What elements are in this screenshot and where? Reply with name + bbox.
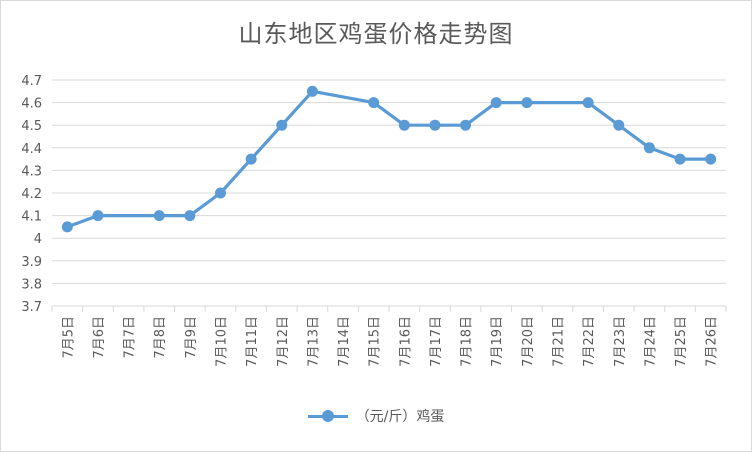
- x-tick-label: 7月11日: [245, 316, 260, 367]
- x-tick-label: 7月18日: [460, 316, 475, 367]
- data-point: [184, 210, 196, 222]
- y-tick-label: 3.7: [21, 300, 42, 315]
- data-point: [306, 85, 318, 97]
- data-point: [368, 97, 380, 109]
- data-point: [429, 119, 441, 131]
- data-point: [92, 210, 104, 222]
- y-tick-label: 4.7: [21, 74, 42, 89]
- y-tick-label: 4.6: [21, 97, 42, 112]
- y-tick-label: 4: [34, 232, 42, 247]
- x-tick-label: 7月19日: [490, 316, 505, 367]
- x-tick-label: 7月21日: [552, 316, 567, 367]
- legend-label: （元/斤）鸡蛋: [355, 409, 445, 425]
- x-tick-label: 7月12日: [276, 316, 291, 367]
- data-point: [705, 153, 717, 165]
- x-tick-label: 7月20日: [521, 316, 536, 367]
- series-line: [66, 89, 711, 229]
- y-tick-label: 3.8: [21, 277, 42, 292]
- x-tick-label: 7月8日: [153, 316, 168, 359]
- data-point: [521, 97, 533, 109]
- x-tick-label: 7月15日: [368, 316, 383, 367]
- legend-swatch: [307, 409, 348, 423]
- data-point: [643, 142, 655, 154]
- x-tick-label: 7月23日: [613, 316, 628, 367]
- data-point: [582, 97, 594, 109]
- y-tick-label: 4.5: [21, 119, 42, 134]
- x-tick-label: 7月16日: [398, 316, 413, 367]
- y-tick-label: 4.1: [21, 210, 42, 225]
- data-point: [490, 97, 502, 109]
- y-tick-label: 4.3: [21, 164, 42, 179]
- data-point: [215, 187, 226, 199]
- legend: （元/斤）鸡蛋: [0, 406, 752, 426]
- x-tick-label: 7月26日: [705, 316, 720, 367]
- x-tick-label: 7月6日: [92, 316, 107, 359]
- data-point: [460, 119, 472, 131]
- data-point: [61, 221, 73, 233]
- y-tick-label: 4.2: [21, 187, 42, 202]
- y-tick-label: 3.9: [21, 255, 42, 270]
- x-tick-label: 7月5日: [61, 316, 76, 359]
- x-tick-label: 7月14日: [337, 316, 352, 367]
- chart-title: 山东地区鸡蛋价格走势图: [238, 20, 514, 48]
- data-point: [276, 119, 288, 131]
- data-point: [674, 153, 686, 165]
- x-tick-label: 7月25日: [674, 316, 689, 367]
- data-point: [245, 153, 257, 165]
- data-point: [613, 119, 625, 131]
- x-tick-label: 7月24日: [643, 316, 658, 367]
- x-tick-label: 7月17日: [429, 316, 444, 367]
- x-tick-label: 7月7日: [123, 316, 138, 359]
- data-point: [398, 119, 410, 131]
- x-tick-label: 7月13日: [306, 316, 321, 367]
- y-tick-label: 4.4: [21, 142, 42, 157]
- x-tick-label: 7月10日: [215, 316, 230, 367]
- x-tick-label: 7月22日: [582, 316, 597, 367]
- data-point: [153, 210, 165, 222]
- x-tick-label: 7月9日: [184, 316, 199, 359]
